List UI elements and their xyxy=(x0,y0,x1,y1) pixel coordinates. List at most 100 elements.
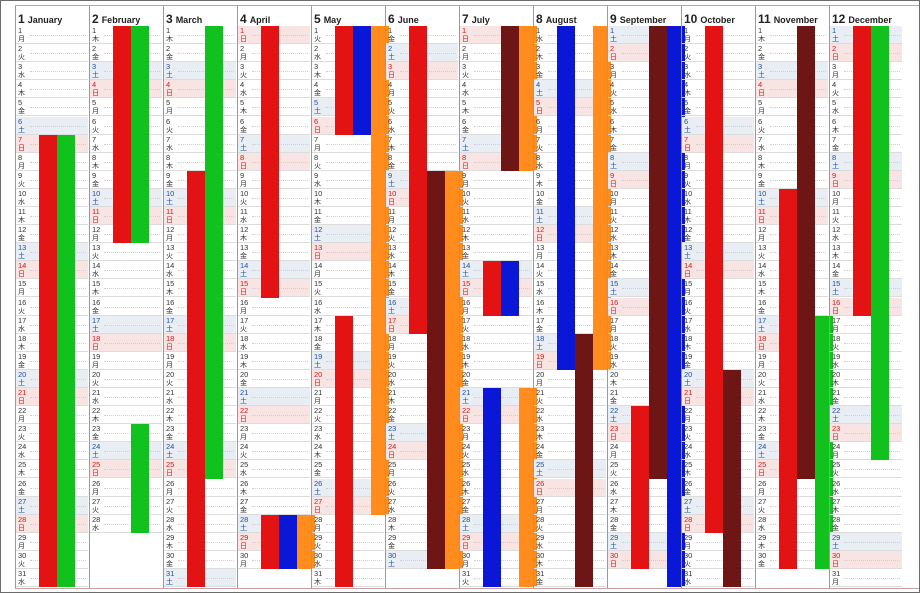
day-row[interactable]: 29 土 xyxy=(830,532,902,551)
day-row[interactable]: 15 木 xyxy=(90,279,162,298)
day-row[interactable]: 22 水 xyxy=(534,406,606,425)
event-bar-maroon[interactable] xyxy=(723,369,741,588)
day-row[interactable]: 24 金 xyxy=(534,442,606,461)
event-bar-red[interactable] xyxy=(335,315,353,588)
day-row[interactable]: 23 月 xyxy=(238,424,310,443)
day-row[interactable]: 20 金 xyxy=(238,370,310,388)
event-bar-orange[interactable] xyxy=(519,26,537,171)
event-bar-green[interactable] xyxy=(815,315,833,569)
event-bar-green[interactable] xyxy=(131,424,149,533)
event-bar-orange[interactable] xyxy=(593,26,611,370)
day-row[interactable]: 30 日 xyxy=(830,550,902,569)
day-row[interactable]: 28 水 xyxy=(90,515,162,533)
event-bar-red[interactable] xyxy=(705,26,723,533)
day-row[interactable]: 24 月 xyxy=(830,442,902,461)
day-row[interactable]: 19 水 xyxy=(830,352,902,370)
event-bar-blue[interactable] xyxy=(667,26,685,588)
day-row[interactable]: 20 火 xyxy=(90,370,162,388)
day-row[interactable]: 13 日 xyxy=(312,243,384,262)
day-row[interactable]: 22 土 xyxy=(830,406,902,425)
day-row[interactable]: 19 木 xyxy=(460,352,532,370)
event-bar-red[interactable] xyxy=(631,406,649,569)
day-row[interactable]: 16 月 xyxy=(238,298,310,316)
day-row[interactable]: 26 日 xyxy=(534,478,606,497)
day-row[interactable]: 11 金 xyxy=(312,207,384,225)
event-bar-red[interactable] xyxy=(335,26,353,135)
event-bar-green[interactable] xyxy=(57,134,75,588)
event-bar-maroon[interactable] xyxy=(427,170,445,569)
event-bar-red[interactable] xyxy=(261,26,279,298)
day-row[interactable]: 28 火 xyxy=(534,515,606,533)
day-row[interactable]: 29 月 xyxy=(682,533,754,551)
day-row[interactable]: 18 火 xyxy=(830,334,902,352)
event-bar-blue[interactable] xyxy=(501,261,519,316)
event-bar-red[interactable] xyxy=(187,170,205,588)
day-row[interactable]: 26 水 xyxy=(830,479,902,497)
day-row[interactable]: 15 火 xyxy=(312,279,384,298)
day-row[interactable]: 20 金 xyxy=(460,370,532,388)
day-row[interactable]: 10 木 xyxy=(312,189,384,207)
event-bar-maroon[interactable] xyxy=(797,26,815,479)
day-row[interactable]: 29 水 xyxy=(534,533,606,551)
day-row[interactable]: 21 火 xyxy=(534,388,606,406)
day-row[interactable]: 20 木 xyxy=(830,370,902,388)
day-row[interactable]: 21 水 xyxy=(90,388,162,406)
day-row[interactable]: 25 土 xyxy=(534,460,606,479)
event-bar-blue[interactable] xyxy=(483,388,501,588)
day-row[interactable]: 14 水 xyxy=(90,261,162,280)
day-row[interactable]: 12 木 xyxy=(460,225,532,244)
day-row[interactable]: 13 火 xyxy=(90,243,162,262)
day-row[interactable]: 25 火 xyxy=(830,460,902,479)
day-row[interactable]: 16 金 xyxy=(90,298,162,316)
day-row[interactable]: 18 日 xyxy=(90,333,162,352)
day-row[interactable]: 10 火 xyxy=(460,189,532,207)
day-row[interactable]: 18 水 xyxy=(460,334,532,352)
event-bar-blue[interactable] xyxy=(279,514,297,569)
day-row[interactable]: 13 金 xyxy=(460,243,532,262)
event-bar-red[interactable] xyxy=(113,26,131,244)
day-row[interactable]: 22 木 xyxy=(90,406,162,425)
day-row[interactable]: 24 火 xyxy=(238,442,310,461)
day-row[interactable]: 11 水 xyxy=(460,207,532,225)
day-row[interactable]: 17 火 xyxy=(238,316,310,334)
day-row[interactable]: 16 水 xyxy=(312,298,384,316)
event-bar-blue[interactable] xyxy=(353,26,371,135)
day-row[interactable]: 27 火 xyxy=(90,497,162,515)
day-row[interactable]: 31 月 xyxy=(830,569,902,587)
event-bar-red[interactable] xyxy=(779,188,797,569)
day-row[interactable]: 12 土 xyxy=(312,225,384,244)
day-row[interactable]: 25 水 xyxy=(238,460,310,479)
day-row[interactable]: 17 土 xyxy=(90,315,162,334)
day-row[interactable]: 21 金 xyxy=(830,388,902,406)
day-row[interactable]: 23 金 xyxy=(90,424,162,443)
day-row[interactable]: 14 月 xyxy=(312,261,384,280)
event-bar-orange[interactable] xyxy=(371,26,389,515)
event-bar-maroon[interactable] xyxy=(501,26,519,171)
day-row[interactable]: 21 土 xyxy=(238,388,310,406)
day-row[interactable]: 19 木 xyxy=(238,352,310,370)
day-row[interactable]: 18 水 xyxy=(238,334,310,352)
day-row[interactable]: 26 木 xyxy=(238,479,310,497)
day-row[interactable]: 30 火 xyxy=(682,551,754,569)
day-row[interactable]: 22 日 xyxy=(238,406,310,425)
event-bar-red[interactable] xyxy=(853,26,871,316)
event-bar-green[interactable] xyxy=(131,26,149,244)
